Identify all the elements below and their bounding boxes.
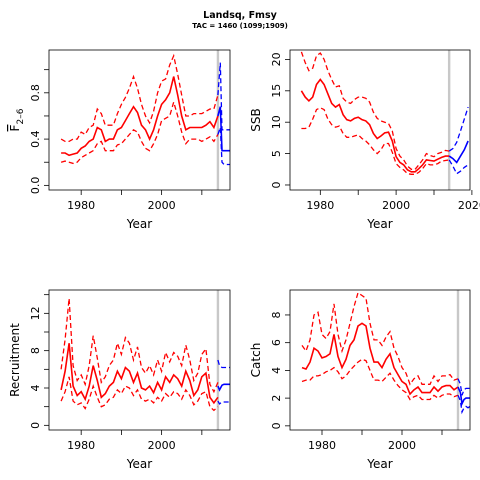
- fbar-x-tick-label: 2000: [148, 199, 176, 212]
- fbar-y-axis-label-subscript: 2–6: [16, 108, 26, 124]
- fbar-historic-upper-line: [60, 53, 219, 143]
- fbar-y-tick-label: 0.8: [29, 84, 42, 102]
- recruitment-frame: [48, 289, 231, 431]
- catch-y-tick-label: 2: [270, 395, 283, 402]
- catch-forecast-upper-line: [457, 378, 470, 396]
- ssb-historic-median-line: [300, 78, 450, 173]
- catch-y-tick-label: 8: [270, 311, 283, 318]
- ssb-forecast-median-line: [448, 140, 469, 164]
- ssb-forecast-upper-line: [448, 106, 469, 152]
- recruitment-forecast-lower-line: [217, 400, 230, 405]
- catch-historic-upper-line: [301, 291, 459, 386]
- recruitment-y-axis-label: Recruitment: [8, 323, 22, 397]
- catch-y-tick-label: 4: [270, 367, 283, 374]
- chart-subtitle: TAC = 1460 (1099;1909): [192, 22, 288, 30]
- ssb-y-tick-label: 15: [270, 84, 283, 98]
- catch-y-tick-label: 0: [270, 422, 283, 429]
- recruitment-x-axis-label: Year: [126, 457, 152, 471]
- recruitment-y-tick-label: 0: [29, 422, 42, 429]
- recruitment-historic-median-line: [60, 343, 219, 405]
- fbar-forecast-lower-line: [217, 127, 230, 166]
- chart-title: Landsq, Fmsy: [203, 10, 277, 21]
- recruitment-y-tick-label: 12: [29, 306, 42, 320]
- catch-forecast-median-line: [457, 386, 470, 407]
- ssb-historic-lower-line: [301, 107, 450, 175]
- catch-x-axis-label: Year: [366, 457, 392, 471]
- panel-fbar: 1980 2000 0.0 0.4 0.8 Year F2–6: [8, 49, 231, 231]
- fbar-x-tick-label: 1980: [67, 199, 95, 212]
- fbar-historic-median-line: [61, 76, 219, 157]
- ssb-forecast-lower-line: [448, 159, 469, 175]
- fbar-y-axis-label-text: F: [8, 124, 22, 131]
- ssb-historic-upper-line: [300, 51, 450, 170]
- fbar-y-tick-label: 0.4: [29, 130, 42, 148]
- ssb-x-tick-label: 2000: [382, 199, 410, 212]
- catch-y-axis-label-text: Catch: [249, 343, 263, 378]
- ssb-y-tick-label: 20: [270, 52, 283, 66]
- recruitment-y-tick-label: 4: [29, 385, 42, 392]
- catch-y-axis-label: Catch: [249, 343, 263, 378]
- ssb-y-tick-label: 5: [270, 150, 283, 157]
- ssb-x-axis-label: Year: [366, 217, 392, 231]
- ssb-x-tick-label: 1980: [306, 199, 334, 212]
- fbar-forecast-median-line: [217, 106, 230, 152]
- ssb-frame: [289, 49, 471, 191]
- panel-recruitment: 1980 2000 0 4 8 12 Year Recruitment: [8, 289, 231, 471]
- fbar-x-axis-label: Year: [126, 217, 152, 231]
- catch-x-tick-label: 2000: [388, 439, 416, 452]
- recruitment-y-tick-label: 8: [29, 347, 42, 354]
- ssb-y-axis-label: SSB: [249, 108, 263, 131]
- recruitment-y-axis-label-text: Recruitment: [8, 323, 22, 397]
- fbar-forecast-upper-line: [217, 62, 230, 131]
- catch-frame: [289, 289, 471, 431]
- recruitment-x-tick-label: 2000: [148, 439, 176, 452]
- ssb-y-axis-label-text: SSB: [249, 108, 263, 131]
- fbar-frame: [48, 49, 231, 191]
- ssb-y-tick-label: 0: [270, 181, 283, 188]
- recruitment-historic-lower-line: [60, 376, 219, 412]
- catch-forecast-lower-line: [457, 395, 471, 415]
- catch-x-tick-label: 1980: [308, 439, 336, 452]
- panel-catch: 1980 2000 0 2 4 6 8 Year Catch: [249, 289, 471, 471]
- recruitment-forecast-upper-line: [217, 359, 230, 369]
- recruitment-x-tick-label: 1980: [67, 439, 95, 452]
- recruitment-forecast-median-line: [217, 383, 230, 392]
- fbar-y-axis-label: F2–6: [8, 108, 26, 131]
- chart-titles: Landsq, Fmsy TAC = 1460 (1099;1909): [0, 10, 480, 31]
- catch-historic-median-line: [301, 322, 459, 396]
- catch-y-tick-label: 6: [270, 339, 283, 346]
- fbar-historic-lower-line: [60, 99, 219, 165]
- ssb-y-tick-label: 10: [270, 115, 283, 129]
- fbar-y-tick-label: 0.0: [29, 177, 42, 195]
- recruitment-historic-upper-line: [60, 298, 219, 394]
